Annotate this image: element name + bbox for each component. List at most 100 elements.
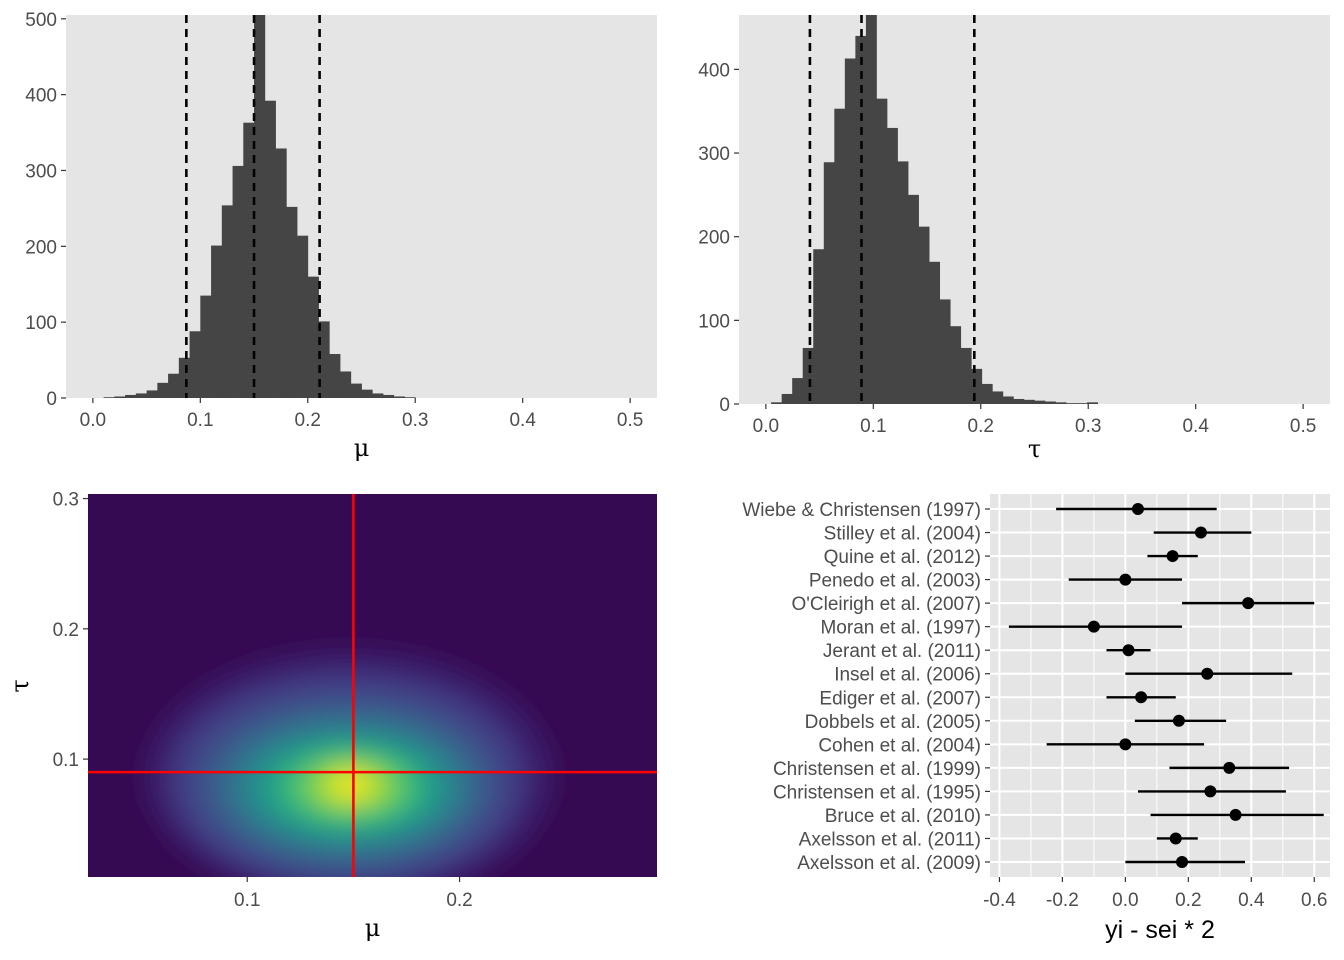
mu-bar	[211, 245, 223, 398]
tau-bar	[908, 194, 919, 404]
study-label: Axelsson et al. (2011)	[799, 829, 981, 850]
tau-bar	[771, 402, 783, 404]
mu-bar	[200, 295, 212, 398]
mu-bar	[254, 15, 266, 398]
tau-bar	[876, 98, 888, 404]
mu-panel-background	[66, 15, 657, 398]
joint-density-panel: 0.1 0.2 0.1 0.2 0.3 μ τ	[6, 490, 657, 942]
tau-x-tick-label: 0.5	[1290, 416, 1316, 437]
study-label: Dobbels et al. (2005)	[805, 712, 981, 733]
tau-y-tick-label: 400	[698, 60, 730, 81]
tau-y-tick-label: 300	[698, 144, 730, 165]
density-contours	[144, 648, 555, 877]
study-label: Wiebe & Christensen (1997)	[742, 500, 981, 521]
tau-histogram-panel: 0.0 0.1 0.2 0.3 0.4 0.5 0 100 200 300 400 τ	[698, 15, 1330, 463]
tau-x-tick-label: 0.3	[1075, 416, 1101, 437]
study-point	[1166, 550, 1179, 563]
mu-y-tick-label: 300	[25, 161, 57, 182]
mu-bar	[340, 371, 352, 398]
mu-bar	[297, 235, 309, 398]
tau-bar	[886, 127, 898, 404]
tau-bar	[813, 249, 825, 404]
forest-plot-panel: Wiebe & Christensen (1997) Stilley et al.…	[742, 494, 1330, 944]
mu-x-tick-label: 0.4	[509, 410, 536, 431]
tau-bar	[1076, 403, 1088, 404]
mu-bar	[275, 148, 287, 398]
heatmap-y-tick-label: 0.3	[53, 490, 79, 511]
tau-bar	[992, 391, 1004, 404]
study-label: Christensen et al. (1995)	[773, 782, 981, 803]
tau-x-tick-label: 0.2	[968, 416, 994, 437]
forest-x-tick-label: -0.2	[1046, 890, 1079, 911]
mu-bar	[307, 276, 319, 398]
mu-bar	[189, 331, 201, 398]
mu-axes: 0.0 0.1 0.2 0.3 0.4 0.5 0 100 200 300 400 500	[25, 10, 643, 431]
mu-x-tick-label: 0.1	[187, 410, 213, 431]
study-point	[1169, 832, 1182, 845]
tau-quantile-lines	[808, 15, 976, 404]
study-point	[1135, 691, 1148, 704]
study-label: Cohen et al. (2004)	[818, 735, 981, 756]
forest-x-tick-label: 0.6	[1301, 890, 1327, 911]
density-heatmap	[144, 648, 555, 877]
heatmap-x-tick-label: 0.1	[234, 890, 260, 911]
study-point	[1242, 597, 1255, 610]
study-label: Axelsson et al. (2009)	[797, 853, 981, 874]
mu-bar	[125, 394, 137, 398]
tau-bar	[865, 15, 877, 404]
mu-bar	[382, 394, 395, 398]
tau-bar	[1034, 400, 1046, 404]
tau-bar	[844, 58, 856, 404]
tau-bar	[950, 326, 962, 404]
forest-x-tick-label: 0.0	[1112, 890, 1138, 911]
mu-x-axis-title: μ	[354, 434, 370, 462]
mu-bar	[146, 390, 158, 398]
tau-histogram-bars	[771, 15, 1098, 404]
mu-bar	[168, 373, 180, 398]
mu-bar	[221, 205, 233, 398]
mu-bar	[114, 396, 126, 398]
tau-bar	[792, 378, 804, 404]
study-label: Bruce et al. (2010)	[825, 806, 981, 827]
study-point	[1204, 785, 1217, 798]
heatmap-axes: 0.1 0.2 0.1 0.2 0.3	[53, 490, 473, 911]
mu-histogram-bars	[103, 15, 416, 398]
tau-bar	[981, 383, 993, 404]
mu-bar	[157, 382, 169, 398]
study-point	[1087, 620, 1100, 633]
mu-x-tick-label: 0.3	[402, 410, 428, 431]
tau-bar	[834, 108, 846, 404]
study-point	[1122, 644, 1135, 657]
mu-bar	[264, 100, 276, 398]
study-label: Penedo et al. (2003)	[809, 571, 981, 592]
study-label: O'Cleirigh et al. (2007)	[792, 594, 982, 615]
study-point	[1131, 503, 1144, 515]
tau-bar	[1055, 402, 1067, 404]
mu-x-tick-label: 0.5	[617, 410, 643, 431]
forest-panel-background	[990, 494, 1330, 877]
tau-y-tick-label: 200	[698, 228, 730, 249]
tau-bar	[960, 347, 972, 404]
tau-bar	[781, 393, 793, 404]
tau-y-tick-label: 100	[698, 311, 730, 332]
mu-bar	[232, 165, 244, 398]
mu-y-tick-label: 200	[25, 237, 57, 258]
heatmap-x-tick-label: 0.2	[446, 890, 472, 911]
study-label: Ediger et al. (2007)	[819, 688, 981, 709]
mu-bar	[372, 393, 384, 398]
tau-bar	[1002, 396, 1014, 404]
study-point	[1119, 573, 1132, 586]
mu-bar	[286, 206, 298, 398]
mu-y-tick-label: 0	[46, 389, 57, 410]
mu-bar	[243, 122, 255, 398]
tau-x-axis-title: τ	[1028, 435, 1041, 463]
mu-y-tick-label: 500	[25, 10, 57, 31]
mu-bar	[178, 357, 190, 398]
mu-x-tick-label: 0.0	[80, 410, 106, 431]
mu-bar	[103, 397, 115, 398]
study-point	[1194, 526, 1207, 539]
tau-bar	[1013, 398, 1025, 404]
mu-x-tick-label: 0.2	[295, 410, 321, 431]
tau-bar	[929, 261, 941, 404]
